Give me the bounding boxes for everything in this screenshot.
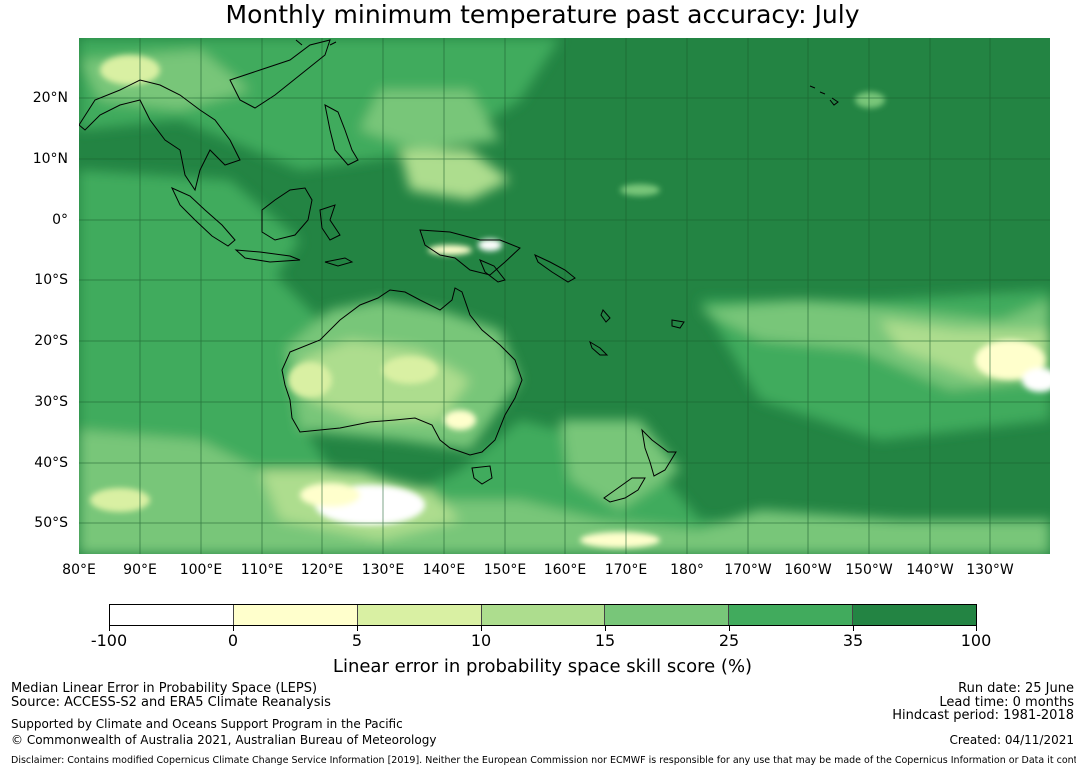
colorbar-tick: 10: [470, 631, 492, 650]
lon-label-160e: 160°E: [543, 562, 587, 578]
colorbar-tick: 25: [718, 631, 740, 650]
solomon-islands-coastline: [534, 253, 576, 283]
skill-field-extremes: [90, 55, 1050, 548]
bougainville-coastline: [479, 259, 506, 283]
lon-label-130w: 130°W: [966, 562, 1014, 578]
hawaii-coastline: [809, 85, 839, 106]
footer-lead-time: Lead time: 0 months: [939, 695, 1074, 710]
lon-label-140e: 140°E: [422, 562, 466, 578]
colorbar-segment: [481, 605, 606, 625]
footer-run-date: Run date: 25 June: [958, 681, 1074, 696]
colorbar-tick: 35: [842, 631, 864, 650]
colorbar-tick: 100: [960, 631, 992, 650]
footer-source: Source: ACCESS-S2 and ERA5 Climate Reana…: [11, 695, 331, 710]
lat-label-0: 0°: [52, 212, 68, 228]
map-title: Monthly minimum temperature past accurac…: [225, 0, 860, 29]
colorbar: [109, 604, 977, 626]
lon-label-170e: 170°E: [604, 562, 648, 578]
borneo-coastline: [261, 187, 313, 241]
colorbar-segment: [233, 605, 358, 625]
colorbar-segment: [110, 605, 234, 625]
new-guinea-coastline: [419, 229, 521, 276]
sulawesi-coastline: [319, 204, 341, 241]
china-coastline: [229, 39, 331, 109]
colorbar-segment: [853, 605, 977, 625]
lon-label-150e: 150°E: [483, 562, 527, 578]
lat-label-30s: 30°S: [34, 394, 68, 410]
footer-support: Supported by Climate and Oceans Support …: [11, 717, 403, 731]
footer-copyright: © Commonwealth of Australia 2021, Austra…: [11, 733, 437, 747]
footer-hindcast-period: Hindcast period: 1981-2018: [892, 708, 1074, 723]
lon-label-90e: 90°E: [123, 562, 157, 578]
lat-label-50s: 50°S: [34, 515, 68, 531]
skill-score-map: [79, 38, 1050, 554]
lat-label-20n: 20°N: [32, 90, 68, 106]
southeast-asia-coastline: [79, 79, 241, 192]
timor-coastline: [324, 257, 354, 267]
colorbar-tick: -100: [90, 631, 128, 650]
colorbar-tick: 0: [227, 631, 239, 650]
footer-disclaimer: Disclaimer: Contains modified Copernicus…: [11, 755, 1076, 766]
new-zealand-south-island-coastline: [603, 477, 646, 503]
lon-label-180: 180°: [670, 562, 704, 578]
lat-label-20s: 20°S: [34, 333, 68, 349]
sumatra-coastline: [170, 186, 236, 247]
lon-label-160w: 160°W: [784, 562, 832, 578]
japan-south-coastline: [295, 39, 337, 46]
coastlines: [79, 39, 839, 503]
lon-label-120e: 120°E: [300, 562, 344, 578]
lon-label-80e: 80°E: [62, 562, 96, 578]
colorbar-segment: [357, 605, 482, 625]
lon-label-130e: 130°E: [361, 562, 405, 578]
lat-label-10n: 10°N: [32, 151, 68, 167]
colorbar-label: Linear error in probability space skill …: [332, 656, 753, 677]
lon-label-170w: 170°W: [724, 562, 772, 578]
colorbar-segment: [729, 605, 854, 625]
lon-label-150w: 150°W: [845, 562, 893, 578]
java-coastline: [234, 249, 301, 263]
lon-label-140w: 140°W: [906, 562, 954, 578]
new-zealand-north-island-coastline: [641, 428, 677, 477]
map-field: [79, 38, 1050, 554]
philippines-coastline: [324, 104, 359, 166]
footer-created-date: Created: 04/11/2021: [949, 733, 1074, 747]
lon-label-110e: 110°E: [240, 562, 284, 578]
new-caledonia-coastline: [589, 340, 609, 356]
graticule: [79, 38, 1050, 554]
tasmania-coastline: [471, 465, 493, 485]
lat-label-10s: 10°S: [34, 272, 68, 288]
footer-leps-title: Median Linear Error in Probability Space…: [11, 681, 318, 696]
colorbar-tick: 5: [351, 631, 363, 650]
vanuatu-coastline: [600, 309, 611, 323]
colorbar-segment: [605, 605, 730, 625]
lon-label-100e: 100°E: [179, 562, 223, 578]
lat-label-40s: 40°S: [34, 455, 68, 471]
colorbar-tick: 15: [594, 631, 616, 650]
fiji-coastline: [671, 319, 685, 329]
australia-coastline: [281, 287, 523, 456]
